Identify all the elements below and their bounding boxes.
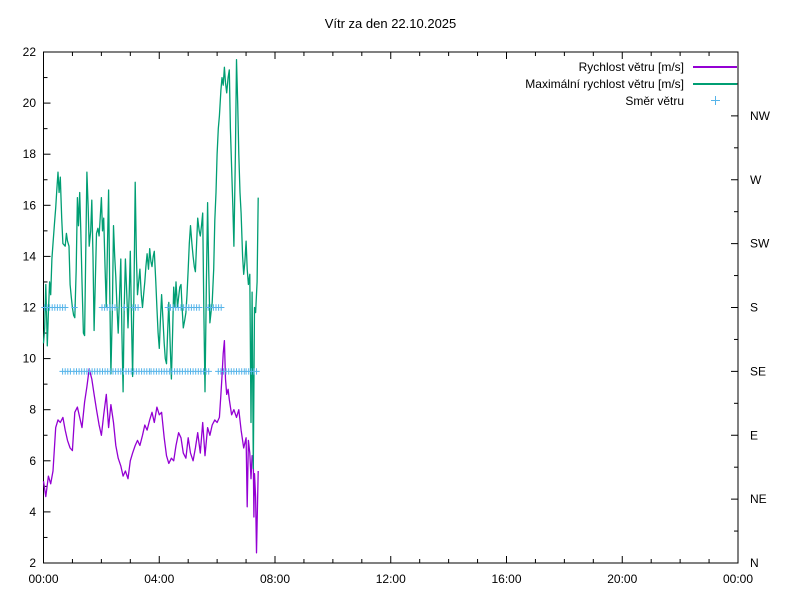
x-tick-label: 16:00 — [491, 572, 521, 586]
speed-line-swatch-icon — [693, 65, 737, 68]
y-tick-label: 12 — [23, 301, 37, 315]
y-tick-label: 8 — [29, 403, 36, 417]
y2-tick-label: S — [750, 301, 758, 315]
max-speed-line — [42, 59, 259, 470]
x-tick-label: 12:00 — [376, 572, 406, 586]
x-tick-label: 20:00 — [607, 572, 637, 586]
y2-tick-label: W — [750, 173, 762, 187]
y-tick-label: 4 — [29, 505, 36, 519]
max-speed-line-swatch-icon — [693, 82, 737, 85]
y-tick-label: 18 — [23, 147, 37, 161]
legend-row-wind-direction: Směr větru — [525, 92, 737, 109]
legend-label-speed: Rychlost větru [m/s] — [578, 59, 684, 74]
y2-tick-label: N — [750, 556, 759, 570]
y-tick-label: 2 — [29, 556, 36, 570]
y-tick-label: 6 — [29, 454, 36, 468]
y2-tick-label: E — [750, 428, 758, 442]
legend-row-speed: Rychlost větru [m/s] — [525, 58, 737, 75]
y2-tick-label: NW — [750, 109, 771, 123]
y2-tick-label: NE — [750, 492, 767, 506]
legend-label-max-speed: Maximální rychlost větru [m/s] — [525, 76, 684, 91]
y-axis: 2 4 6 8 10 12 14 16 18 20 22 — [23, 45, 51, 570]
y-tick-label: 16 — [23, 198, 37, 212]
legend-label-wind-direction: Směr větru — [625, 93, 684, 108]
legend-row-max-speed: Maximální rychlost větru [m/s] — [525, 75, 737, 92]
y-tick-label: 22 — [23, 45, 37, 59]
y2-tick-label: SW — [750, 237, 770, 251]
y-tick-label: 10 — [23, 352, 37, 366]
x-axis: 00:00 04:00 08:00 12:00 16:00 20:00 00:00 — [28, 52, 753, 586]
x-tick-label: 08:00 — [260, 572, 290, 586]
speed-line — [42, 340, 259, 554]
chart-title: Vítr za den 22.10.2025 — [324, 16, 457, 31]
x-tick-label: 04:00 — [144, 572, 174, 586]
y-tick-label: 20 — [23, 96, 37, 110]
x-tick-label: 00:00 — [28, 572, 58, 586]
wind-direction-markers — [41, 304, 260, 375]
chart-legend: Rychlost větru [m/s] Maximální rychlost … — [525, 58, 737, 109]
y2-axis: N NE E SE S SW W NW — [731, 51, 771, 570]
y-tick-label: 14 — [23, 249, 37, 263]
plus-marker-icon — [693, 96, 737, 105]
x-tick-label: 00:00 — [723, 572, 753, 586]
y2-tick-label: SE — [750, 364, 766, 378]
plot-border — [43, 51, 739, 564]
plus-markers — [41, 304, 260, 375]
